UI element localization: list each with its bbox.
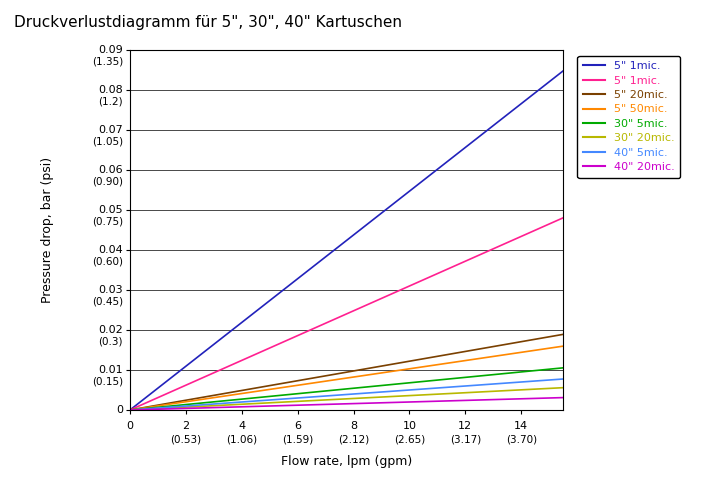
Text: (0.75): (0.75) [92, 216, 123, 226]
Text: 0: 0 [116, 405, 123, 415]
Text: 0.04: 0.04 [98, 245, 123, 255]
Text: 0.03: 0.03 [98, 285, 123, 295]
Text: (0.15): (0.15) [92, 376, 123, 386]
Text: 14: 14 [514, 421, 529, 431]
Text: (0.90): (0.90) [92, 176, 123, 186]
Text: 6: 6 [294, 421, 301, 431]
Text: 12: 12 [458, 421, 472, 431]
Text: 0.07: 0.07 [98, 125, 123, 135]
Text: (0.60): (0.60) [92, 256, 123, 266]
Text: (1.35): (1.35) [92, 56, 123, 66]
Text: (1.2): (1.2) [98, 96, 123, 106]
Text: 10: 10 [402, 421, 417, 431]
Text: 2: 2 [182, 421, 189, 431]
Text: (1.05): (1.05) [92, 136, 123, 146]
Text: 0.05: 0.05 [98, 205, 123, 215]
Text: 0.09: 0.09 [98, 45, 123, 55]
Text: (1.06): (1.06) [226, 435, 257, 445]
Text: (0.53): (0.53) [170, 435, 201, 445]
Y-axis label: Pressure drop, bar (psi): Pressure drop, bar (psi) [41, 157, 54, 303]
Text: (0.45): (0.45) [92, 296, 123, 306]
Text: 0: 0 [126, 421, 134, 431]
Text: (2.12): (2.12) [338, 435, 369, 445]
Text: (0.3): (0.3) [98, 336, 123, 346]
Text: 0.01: 0.01 [98, 365, 123, 375]
Text: 0.08: 0.08 [98, 85, 123, 95]
Text: 8: 8 [350, 421, 357, 431]
Text: (2.65): (2.65) [393, 435, 425, 445]
Text: (3.70): (3.70) [505, 435, 536, 445]
Text: (1.59): (1.59) [282, 435, 313, 445]
Text: Druckverlustdiagramm für 5", 30", 40" Kartuschen: Druckverlustdiagramm für 5", 30", 40" Ka… [14, 15, 402, 30]
Text: 0.02: 0.02 [98, 325, 123, 335]
Legend: 5" 1mic., 5" 1mic., 5" 20mic., 5" 50mic., 30" 5mic., 30" 20mic., 40" 5mic., 40" : 5" 1mic., 5" 1mic., 5" 20mic., 5" 50mic.… [578, 56, 680, 178]
Text: (3.17): (3.17) [450, 435, 481, 445]
Text: 0.06: 0.06 [98, 165, 123, 175]
X-axis label: Flow rate, lpm (gpm): Flow rate, lpm (gpm) [281, 455, 412, 468]
Text: 4: 4 [238, 421, 245, 431]
